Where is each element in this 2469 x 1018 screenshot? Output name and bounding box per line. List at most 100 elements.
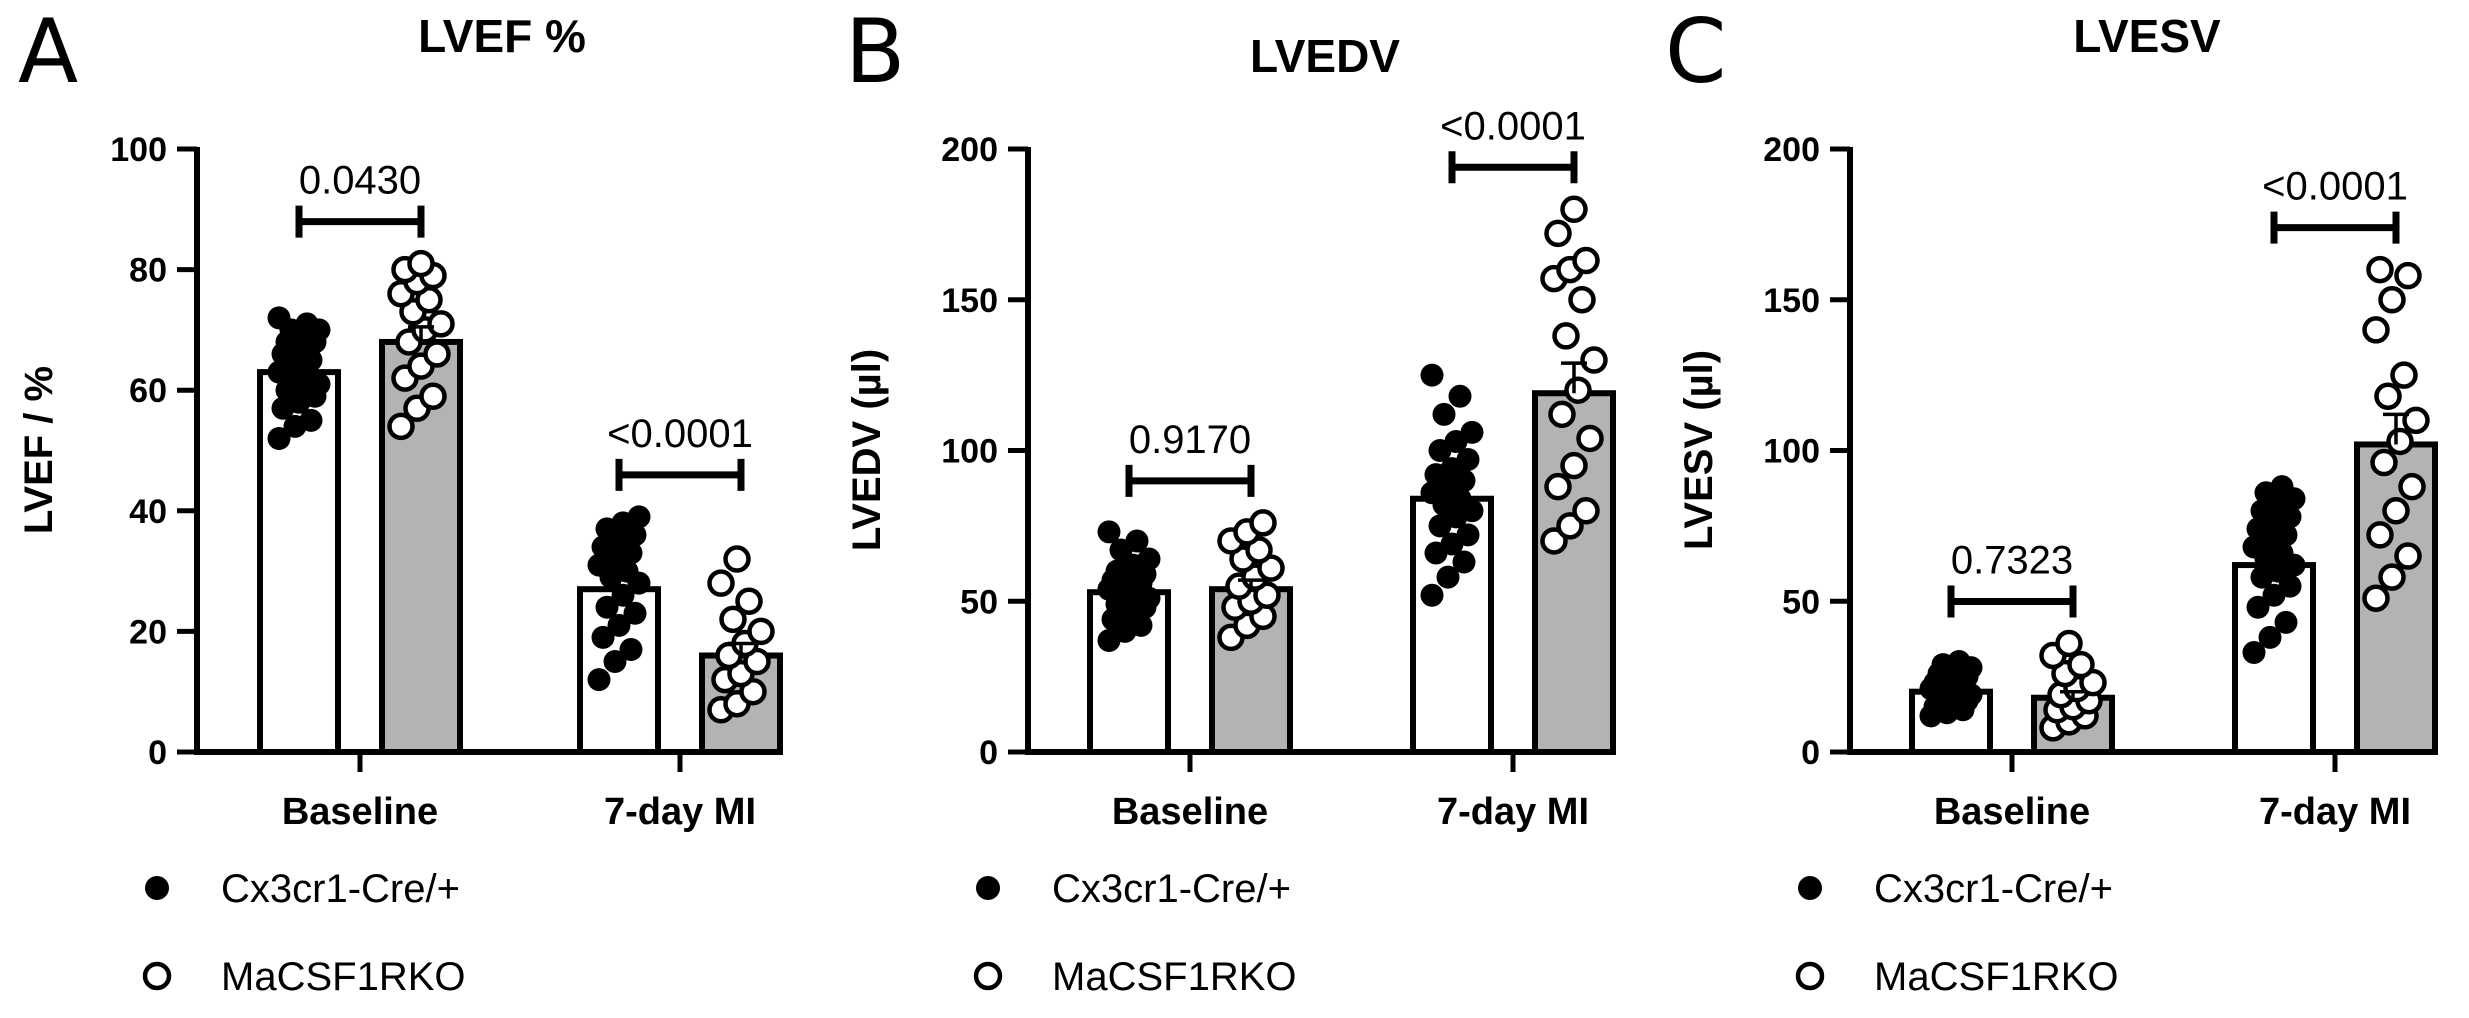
data-point-wt xyxy=(607,613,631,637)
legend-marker-open xyxy=(973,961,1003,991)
panel-letter: A xyxy=(18,0,78,103)
data-point-ko xyxy=(1580,346,1608,374)
data-point-ko xyxy=(1568,286,1596,314)
data-point-ko xyxy=(423,340,451,368)
data-point-wt xyxy=(267,306,291,330)
panel-letter: C xyxy=(1665,0,1726,103)
chart-title: LVESV xyxy=(2073,10,2221,62)
data-point-ko xyxy=(735,587,763,615)
data-point-wt xyxy=(611,583,635,607)
data-point-ko xyxy=(2378,286,2406,314)
data-point-ko xyxy=(2382,497,2410,525)
chart-panel-a: A LVEF % LVEF / % 0 20 40 60 80 100 Baseline 7-day… xyxy=(17,0,783,999)
data-point-ko xyxy=(1564,376,1592,404)
p-value-label: 0.0430 xyxy=(299,159,421,203)
legend-label: MaCSF1RKO xyxy=(1874,955,2119,999)
panel-letter: B xyxy=(845,0,905,103)
y-axis-label: LVEF / % xyxy=(17,366,61,534)
y-axis-label: LVEDV (µl) xyxy=(845,349,889,551)
y-tick-label: 200 xyxy=(1763,131,1820,169)
legend-label: Cx3cr1-Cre/+ xyxy=(221,867,460,911)
data-point-wt xyxy=(1456,523,1480,547)
legend-label: MaCSF1RKO xyxy=(221,955,466,999)
data-point-ko xyxy=(723,545,751,573)
y-tick-label: 150 xyxy=(1763,282,1820,320)
y-tick-label: 150 xyxy=(941,282,998,320)
data-point-ko xyxy=(1560,195,1588,224)
data-point-wt xyxy=(587,668,611,692)
p-value-label: <0.0001 xyxy=(1440,104,1586,148)
data-point-wt xyxy=(1420,363,1444,387)
data-point-wt xyxy=(1420,583,1444,607)
p-value-label: 0.7323 xyxy=(1951,538,2073,582)
data-point-ko xyxy=(707,569,735,597)
chart-panel-c: C LVESV LVESV (µl) 0 50 100 150 200 Baseline 7-da… xyxy=(1665,0,2438,999)
data-point-ko xyxy=(1548,400,1576,429)
data-point-wt xyxy=(2246,595,2270,619)
data-point-ko xyxy=(2394,261,2422,290)
data-point-ko xyxy=(1552,322,1580,350)
data-point-wt xyxy=(1125,529,1149,553)
data-point-wt xyxy=(591,625,615,649)
data-point-wt xyxy=(295,312,319,336)
data-point-ko xyxy=(407,249,435,278)
data-point-ko xyxy=(1572,246,1600,275)
chart-panel-b: B LVEDV LVEDV (µl) 0 50 100 150 200 Baseline 7-da… xyxy=(845,0,1616,999)
p-value-label: <0.0001 xyxy=(2262,165,2408,209)
legend-marker-open xyxy=(1795,961,1825,991)
data-point-wt xyxy=(1947,650,1971,674)
data-point-ko xyxy=(2402,406,2430,435)
data-point-wt xyxy=(603,650,627,674)
data-point-ko xyxy=(2398,472,2426,501)
data-point-ko xyxy=(1540,527,1568,555)
legend-label: Cx3cr1-Cre/+ xyxy=(1874,867,2113,911)
data-point-ko xyxy=(719,605,747,634)
p-value-label: 0.9170 xyxy=(1129,418,1251,462)
y-tick-label: 50 xyxy=(960,583,998,621)
legend-label: MaCSF1RKO xyxy=(1052,955,1297,999)
y-tick-label: 100 xyxy=(110,131,167,169)
data-point-ko xyxy=(387,412,415,441)
data-point-wt xyxy=(2274,610,2298,634)
x-category-label: 7-day MI xyxy=(1437,791,1589,833)
panels: A LVEF % LVEF / % 0 20 40 60 80 100 Baseline 7-day… xyxy=(17,0,2438,999)
data-point-wt xyxy=(1460,420,1484,444)
data-point-ko xyxy=(2386,427,2414,456)
data-point-ko xyxy=(1576,424,1604,453)
p-value-label: <0.0001 xyxy=(607,412,753,456)
data-point-ko xyxy=(747,617,775,646)
data-point-wt xyxy=(2242,641,2266,665)
data-point-ko xyxy=(1560,451,1588,480)
legend-marker-filled xyxy=(976,876,1000,900)
data-point-ko xyxy=(2055,629,2083,658)
y-axis-label: LVESV (µl) xyxy=(1677,350,1721,550)
data-point-wt xyxy=(1456,448,1480,472)
data-point-ko xyxy=(2390,361,2418,389)
x-category-label: Baseline xyxy=(1112,791,1268,833)
y-tick-label: 80 xyxy=(129,252,167,290)
data-point-ko xyxy=(1556,512,1584,540)
data-point-ko xyxy=(2366,521,2394,549)
data-point-wt xyxy=(2270,475,2294,499)
data-point-ko xyxy=(2394,542,2422,570)
data-point-ko xyxy=(419,382,447,410)
data-point-wt xyxy=(627,505,651,529)
legend-marker-open xyxy=(142,961,172,991)
data-point-wt xyxy=(595,595,619,619)
y-tick-label: 20 xyxy=(129,613,167,651)
chart-title: LVEF % xyxy=(418,10,586,62)
y-tick-label: 60 xyxy=(129,372,167,410)
data-point-ko xyxy=(2374,382,2402,410)
y-tick-label: 200 xyxy=(941,131,998,169)
data-point-ko xyxy=(1544,472,1572,501)
data-point-ko xyxy=(2362,316,2390,344)
chart-title: LVEDV xyxy=(1250,30,1400,82)
legend-label: Cx3cr1-Cre/+ xyxy=(1052,867,1291,911)
data-point-wt xyxy=(623,601,647,625)
legend-marker-filled xyxy=(145,876,169,900)
y-tick-label: 0 xyxy=(148,734,167,772)
data-point-ko xyxy=(2362,584,2390,612)
y-tick-label: 100 xyxy=(1763,433,1820,471)
y-tick-label: 0 xyxy=(979,734,998,772)
